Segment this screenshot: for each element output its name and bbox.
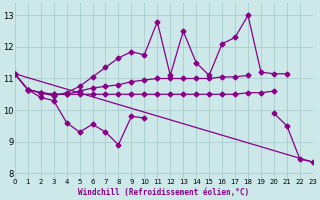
X-axis label: Windchill (Refroidissement éolien,°C): Windchill (Refroidissement éolien,°C) [78,188,249,197]
